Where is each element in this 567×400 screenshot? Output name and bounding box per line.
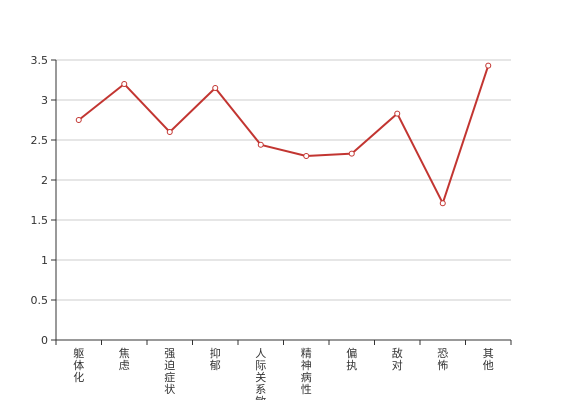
y-tick-label: 1.5 [31,214,49,227]
x-category-label: 其他 [483,347,494,372]
x-category-label: 偏执 [346,346,357,372]
x-axis: 躯体化 焦虑 强迫症状 抑郁 人际关系敏感 精神病性 偏执 敌对 恐怖 其他 [55,339,512,400]
y-axis: 0 0.5 1 1.5 2 2.5 3 3.5 [31,54,57,347]
y-tick-label: 2 [41,174,48,187]
data-point[interactable] [348,150,355,157]
data-point[interactable] [121,81,128,87]
x-category-label: 躯体化 [73,347,84,384]
data-point[interactable] [394,110,401,117]
x-category-label: 精神病性 [301,347,312,396]
x-category-label: 焦虑 [119,347,130,372]
y-tick-label: 0.5 [31,294,49,307]
x-category-label: 强迫症状 [164,347,175,396]
data-point[interactable] [212,85,219,91]
y-tick-label: 3.5 [31,54,49,67]
y-tick-label: 0 [41,334,48,347]
data-point[interactable] [485,62,492,69]
series-line [78,65,490,205]
y-tick-label: 3 [41,94,48,107]
y-tick-label: 2.5 [31,134,49,147]
data-point[interactable] [439,200,446,207]
data-point[interactable] [166,129,173,135]
x-category-label: 恐怖 [437,347,448,372]
data-point[interactable] [75,117,82,123]
series-layer [75,62,492,207]
x-category-label: 敌对 [392,346,403,372]
x-category-label: 人际关系敏感 [255,347,266,400]
data-point[interactable] [257,141,264,148]
y-tick-label: 1 [41,254,48,267]
x-category-label: 抑郁 [210,346,221,372]
data-point[interactable] [303,153,310,159]
grid-lines [56,59,511,301]
